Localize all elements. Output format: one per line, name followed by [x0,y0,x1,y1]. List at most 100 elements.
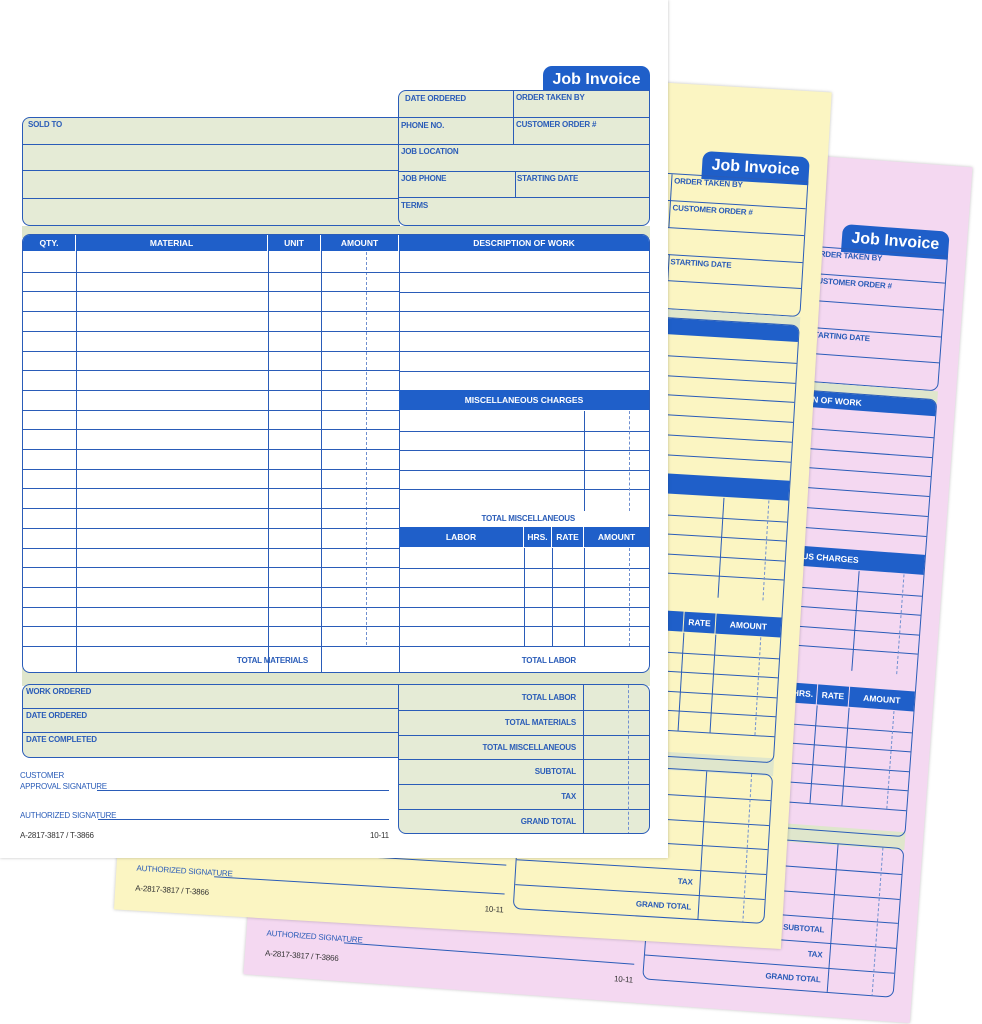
row-line [23,330,399,332]
totals-label: TAX [561,792,576,802]
row-line [23,370,399,372]
row-line [23,409,399,411]
work-info-box: WORK ORDERED DATE ORDERED DATE COMPLETED [22,684,400,758]
row-line [399,291,649,293]
copy-cents-divider [896,574,905,675]
unit-column-header: UNIT [268,235,320,251]
row-line [23,567,399,569]
amount-column-header: AMOUNT [321,235,398,251]
copy-column-divider [841,707,850,806]
copy-cents-divider [754,637,762,736]
copy-form-number: A-2817-3817 / T-3866 [264,948,339,964]
row-line [23,449,399,450]
row-line [399,271,649,273]
date-ordered-field[interactable]: DATE ORDERED [405,94,467,103]
copy-revision-code: 10-11 [613,974,634,985]
cents-divider [629,548,630,646]
row-line [399,430,649,432]
row-line [23,389,399,391]
copy-cents-divider [762,500,770,601]
customer-signature-label-1: CUSTOMER [20,771,65,780]
totals-label: GRAND TOTAL [520,817,576,826]
cents-divider [629,411,630,511]
copy-column-divider [709,634,717,733]
form-number: A-2817-3817 / T-3866 [20,831,94,840]
column-divider [584,411,585,511]
column-divider [524,548,525,646]
row-line [23,429,399,431]
customer-order-field[interactable]: CUSTOMER ORDER # [516,120,597,129]
job-phone-field[interactable]: JOB PHONE [401,174,447,183]
totals-label: TOTAL MATERIALS [504,717,576,727]
qty-column-header: QTY. [23,235,75,251]
copy-rate-column-header: RATE [683,611,716,634]
row-line [23,547,399,549]
row-line [23,271,399,273]
column-divider [268,235,269,672]
cents-divider [366,252,367,645]
row-line [399,784,649,786]
totals-label: TOTAL MISCELLANEOUS [482,742,576,752]
copy-starting-date-field[interactable]: STARTING DATE [808,329,871,344]
order-taken-by-field[interactable]: ORDER TAKEN BY [516,93,585,102]
copy-authorized-signature-line[interactable] [214,876,505,895]
work-ordered-field[interactable]: WORK ORDERED [26,687,92,696]
terms-field[interactable]: TERMS [401,201,429,210]
copy-revision-code: 10-11 [484,904,504,915]
copy-starting-date-field[interactable]: STARTING DATE [670,257,732,270]
row-line [23,527,399,529]
copy-column-divider [809,705,818,804]
date-ordered-bottom-field[interactable]: DATE ORDERED [26,711,88,720]
row-line [23,350,399,352]
date-completed-field[interactable]: DATE COMPLETED [26,735,97,744]
row-line [399,759,649,761]
column-divider [583,685,584,833]
column-divider [76,235,77,672]
copy-cents-divider [886,711,895,809]
totals-box: TOTAL LABOR TOTAL MATERIALS TOTAL MISCELLA… [398,684,650,834]
hrs-column-header: HRS. [524,527,551,547]
total-labor-label: TOTAL LABOR [521,656,576,665]
copy-form-number: A-2817-3817 / T-3866 [135,883,210,897]
row-line [399,331,649,333]
row-line [23,291,399,293]
row-line [23,586,399,588]
sold-to-label: SOLD TO [28,120,63,129]
misc-charges-header: MISCELLANEOUS CHARGES [399,390,649,410]
job-location-field[interactable]: JOB LOCATION [401,147,459,156]
row-line [399,450,649,452]
starting-date-field[interactable]: STARTING DATE [517,174,579,183]
sold-to-box[interactable]: SOLD TO [22,117,400,226]
copy-order-taken-by-field[interactable]: ORDER TAKEN BY [673,176,743,190]
rate-column-header: RATE [552,527,583,547]
copy-rate-column-header: RATE [816,684,850,707]
phone-no-field[interactable]: PHONE NO. [401,121,445,130]
totals-label: SUBTOTAL [534,767,576,777]
row-line [23,311,399,313]
customer-signature-line[interactable] [97,790,389,791]
copy-order-taken-by-field[interactable]: ORDER TAKEN BY [813,248,883,263]
row-line [399,311,649,313]
labor-amount-column-header: AMOUNT [584,527,649,547]
row-line [399,469,649,471]
row-line [23,508,399,510]
order-info-box: DATE ORDERED ORDER TAKEN BY PHONE NO. CU… [398,90,650,226]
total-misc-label: TOTAL MISCELLANEOUS [481,514,575,523]
copy-authorized-signature-line[interactable] [343,942,635,965]
row-line [399,351,649,352]
invoice-original-white: Job Invoice SOLD TO DATE ORDERED ORDER T… [20,66,650,840]
copy-column-divider [677,632,685,731]
customer-signature-label-2: APPROVAL SIGNATURE [20,782,107,791]
description-of-work-header: DESCRIPTION OF WORK [399,235,649,251]
copy-totals-label: GRAND TOTAL [635,899,692,912]
column-divider [584,548,585,646]
total-materials-label: TOTAL MATERIALS [236,656,308,665]
copy-totals-label: TAX [677,876,693,887]
authorized-signature-line[interactable] [98,819,389,820]
cents-divider [628,685,629,833]
form-title: Job Invoice [543,66,650,94]
row-line [23,626,399,628]
totals-label: TOTAL LABOR [521,693,576,702]
row-line [23,646,399,647]
material-column-header: MATERIAL [76,235,267,251]
